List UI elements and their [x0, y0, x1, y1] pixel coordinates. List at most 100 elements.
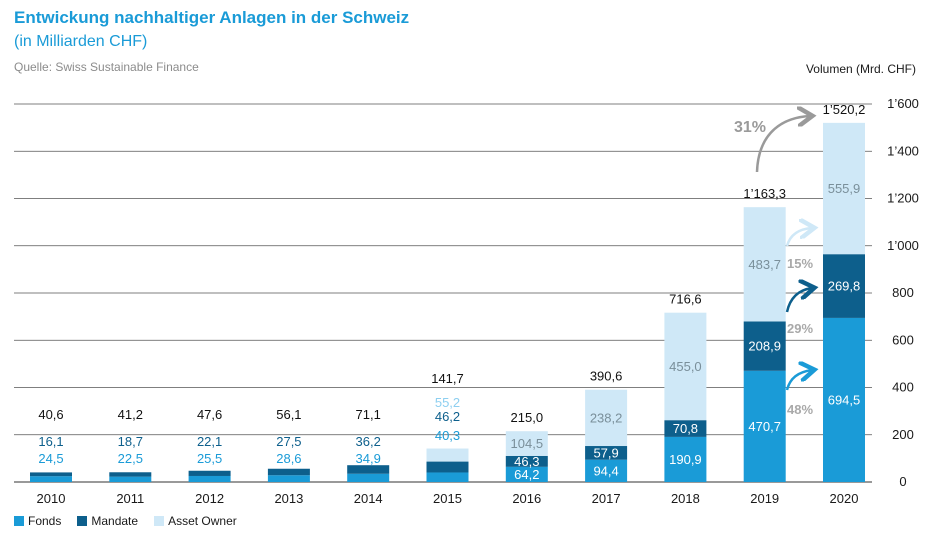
- data-label-total: 716,6: [669, 292, 702, 307]
- bar-segment-fonds: [585, 459, 628, 482]
- data-label-fonds: 470,7: [748, 419, 781, 434]
- data-label-total: 47,6: [197, 407, 222, 422]
- data-label-asset-owner: 483,7: [748, 257, 781, 272]
- growth-label-mandate: 29%: [787, 321, 813, 336]
- x-tick-label: 2012: [195, 491, 224, 506]
- legend-swatch-mandate: [77, 516, 88, 526]
- x-tick-label: 2013: [274, 491, 303, 506]
- data-label-total: 1’163,3: [743, 186, 786, 201]
- bar-segment-mandate: [267, 468, 310, 476]
- legend-item-fonds: Fonds: [14, 514, 61, 528]
- bar-segment-fonds: [505, 466, 548, 482]
- x-tick-label: 2016: [512, 491, 541, 506]
- chart-subtitle: (in Milliarden CHF): [14, 33, 148, 50]
- data-label-mandate: 70,8: [673, 421, 698, 436]
- bar-segment-asset-owner: [664, 312, 707, 421]
- bar-segment-mandate: [664, 420, 707, 437]
- data-label-total: 71,1: [356, 407, 381, 422]
- bar-segment-fonds: [426, 472, 469, 482]
- growth-label-asset-owner: 15%: [787, 256, 813, 271]
- data-label-total: 1’520,2: [823, 102, 866, 117]
- bar-segment-mandate: [30, 472, 72, 477]
- data-label-mandate: 16,1: [38, 434, 63, 449]
- bar-segment-mandate: [426, 461, 469, 473]
- data-label-mandate: 36,2: [356, 434, 381, 449]
- legend-label-asset-owner: Asset Owner: [168, 514, 237, 528]
- bar-segment-fonds: [664, 436, 707, 482]
- data-label-total: 56,1: [276, 407, 301, 422]
- x-tick-label: 2015: [433, 491, 462, 506]
- bar-segment-mandate: [188, 470, 231, 476]
- data-label-mandate: 269,8: [828, 279, 861, 294]
- growth-arrow-mandate: [785, 288, 812, 313]
- data-label-mandate: 57,9: [593, 445, 618, 460]
- bar-segment-asset-owner: [585, 389, 628, 447]
- bar-segment-asset-owner: [426, 448, 469, 462]
- data-label-fonds: 694,5: [828, 392, 861, 407]
- y-axis-unit-label: Volumen (Mrd. CHF): [805, 62, 916, 76]
- bar-segment-asset-owner: [823, 122, 865, 255]
- data-label-fonds: 22,5: [118, 451, 143, 466]
- data-label-asset-owner: 104,5: [511, 436, 544, 451]
- data-label-fonds: 25,5: [197, 451, 222, 466]
- y-tick-label: 800: [892, 285, 914, 300]
- chart-source: Quelle: Swiss Sustainable Finance: [14, 60, 199, 74]
- legend-label-fonds: Fonds: [28, 514, 62, 528]
- y-tick-label: 1’400: [887, 143, 919, 158]
- data-label-mandate: 18,7: [118, 434, 143, 449]
- data-label-total: 215,0: [511, 410, 544, 425]
- legend-item-mandate: Mandate: [77, 514, 138, 528]
- x-tick-label: 2010: [37, 491, 66, 506]
- data-label-asset-owner: 55,2: [435, 395, 460, 410]
- data-label-fonds: 24,5: [38, 451, 63, 466]
- data-label-mandate: 22,1: [197, 434, 222, 449]
- legend-label-mandate: Mandate: [91, 514, 139, 528]
- bar-segment-mandate: [109, 472, 152, 477]
- y-tick-label: 1’200: [887, 191, 919, 206]
- y-tick-label: 400: [892, 380, 914, 395]
- x-tick-label: 2017: [592, 491, 621, 506]
- x-tick-label: 2011: [116, 491, 144, 506]
- data-label-asset-owner: 455,0: [669, 359, 702, 374]
- data-label-asset-owner: 238,2: [590, 410, 623, 425]
- x-tick-label: 2019: [750, 491, 779, 506]
- data-label-mandate: 27,5: [276, 434, 301, 449]
- legend-swatch-asset-owner: [154, 516, 165, 526]
- legend: Fonds Mandate Asset Owner: [14, 514, 237, 528]
- bar-segment-fonds: [109, 476, 152, 482]
- data-label-fonds: 190,9: [669, 452, 702, 467]
- data-label-fonds: 28,6: [276, 451, 301, 466]
- growth-label-fonds: 48%: [787, 402, 813, 417]
- bar-segment-fonds: [743, 370, 786, 482]
- bar-segment-mandate: [743, 321, 786, 371]
- data-label-total: 40,6: [38, 407, 63, 422]
- data-label-fonds: 64,2: [514, 467, 539, 482]
- data-label-total: 41,2: [118, 407, 143, 422]
- y-tick-label: 200: [892, 427, 914, 442]
- data-label-fonds: 34,9: [356, 451, 381, 466]
- growth-arrow-fonds: [785, 370, 812, 391]
- growth-arrow-asset-owner: [785, 228, 812, 247]
- x-tick-label: 2014: [354, 491, 383, 506]
- bar-segment-asset-owner: [743, 207, 786, 322]
- data-label-mandate: 46,3: [514, 454, 539, 469]
- y-tick-label: 1’600: [887, 96, 919, 111]
- bar-segment-mandate: [585, 446, 628, 460]
- chart-title: Entwickung nachhaltiger Anlagen in der S…: [14, 8, 410, 27]
- data-label-total: 390,6: [590, 369, 623, 384]
- data-label-fonds: 40,3: [435, 428, 460, 443]
- y-tick-label: 1’000: [887, 238, 919, 253]
- legend-swatch-fonds: [14, 516, 24, 526]
- bar-segment-asset-owner: [505, 431, 548, 456]
- bar-segment-fonds: [347, 473, 390, 482]
- bar-segment-fonds: [188, 475, 231, 482]
- data-label-mandate: 208,9: [748, 339, 781, 354]
- bar-segment-fonds: [267, 475, 310, 482]
- x-tick-label: 2018: [671, 491, 700, 506]
- bar-segment-fonds: [823, 317, 865, 482]
- data-label-fonds: 94,4: [593, 463, 618, 478]
- y-tick-label: 600: [892, 332, 914, 347]
- bar-segment-mandate: [505, 455, 548, 467]
- growth-arrow-total: [755, 116, 810, 173]
